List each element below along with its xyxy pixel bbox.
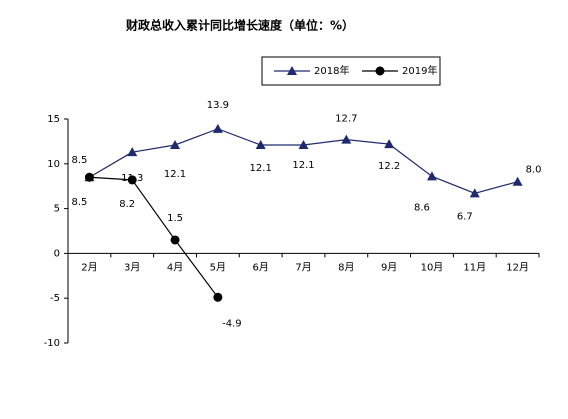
legend-label: 2019年 [402,64,437,77]
data-label: 12.1 [164,169,186,180]
series-line [89,176,219,298]
data-label: 12.1 [250,163,272,174]
data-point [170,139,181,149]
data-point [426,171,437,181]
x-tick-label: 4月 [167,261,183,273]
y-tick-label: 10 [47,159,60,170]
x-tick-label: 2月 [81,261,97,273]
data-point [170,235,180,245]
x-tick-label: 12月 [506,261,529,273]
data-point [255,139,266,149]
chart-title: 财政总收入累计同比增长速度（单位：%） [125,18,354,33]
data-point [298,139,309,149]
data-label: 1.5 [167,213,183,224]
data-label: 12.7 [335,114,357,125]
data-label: 8.2 [119,199,135,210]
x-tick-label: 11月 [463,261,486,273]
data-label: 12.2 [378,161,400,172]
y-tick-label: 15 [47,114,60,125]
x-tick-label: 6月 [252,261,268,273]
data-point [213,292,223,302]
data-label: 8.6 [414,202,430,213]
y-tick-label: -5 [50,293,60,304]
data-point [212,123,223,133]
data-point [341,134,352,144]
x-tick-label: 10月 [421,261,444,273]
x-tick-label: 3月 [124,261,140,273]
legend-box [261,56,441,86]
x-tick-label: 7月 [295,261,311,273]
legend-marker [287,66,297,75]
data-label: 8.5 [71,197,87,208]
data-point [384,139,395,149]
data-label: 6.7 [457,211,473,222]
data-point [127,175,137,185]
x-tick-label: 9月 [381,261,397,273]
data-label: 8.0 [526,165,542,176]
legend-marker [375,66,385,76]
data-label: 13.9 [207,100,229,111]
data-point [84,172,94,182]
y-tick-label: 5 [54,204,60,215]
data-label: 12.1 [292,160,314,171]
y-tick-label: -10 [44,338,60,349]
data-label: 8.5 [71,155,87,166]
data-label: -4.9 [222,318,242,329]
legend-label: 2018年 [314,64,349,77]
x-tick-label: 8月 [338,261,354,273]
y-tick-label: 0 [54,248,60,259]
data-point [469,188,480,198]
data-point [127,147,138,157]
x-tick-label: 5月 [210,261,226,273]
data-point [512,176,523,186]
